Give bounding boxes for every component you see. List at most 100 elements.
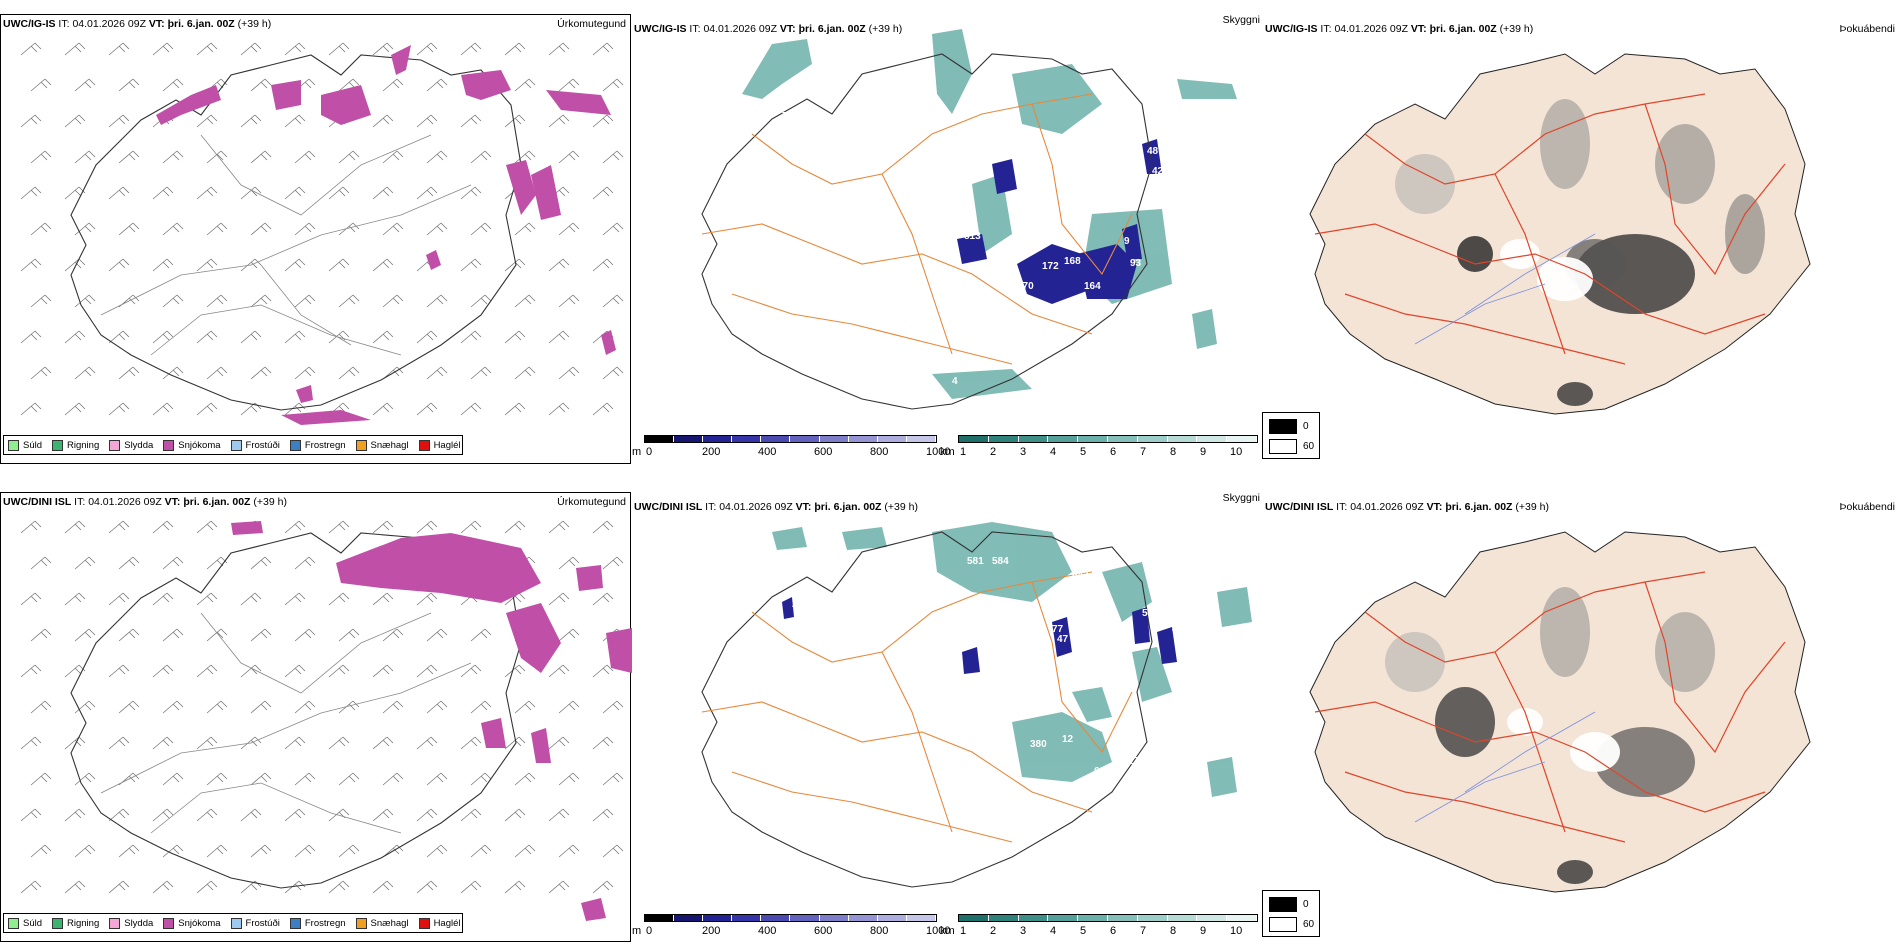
wind-barb — [558, 556, 580, 570]
ceiling-value-label: 19 — [942, 864, 954, 875]
colorbar-segment — [790, 915, 820, 921]
colorbar-segment — [906, 915, 936, 921]
wind-barb — [460, 330, 482, 344]
wind-barb — [602, 294, 624, 308]
wind-barb — [162, 222, 184, 236]
wind-barb — [548, 808, 570, 822]
colorbar-segment — [674, 436, 704, 442]
colorbar-tick-label: 0 — [646, 446, 653, 458]
wind-barb — [108, 258, 130, 272]
wind-barb — [250, 150, 272, 164]
wind-barb — [382, 78, 404, 92]
fog-legend-row2: 0 60 — [1262, 890, 1320, 937]
colorbar-tick-label: 8 — [1170, 925, 1177, 937]
colorbar-tick-label: 8 — [1170, 446, 1177, 458]
wind-barb — [196, 258, 218, 272]
wind-barb — [108, 42, 130, 56]
wind-barb — [372, 42, 394, 56]
iceland-outline — [70, 532, 522, 889]
colorbar-tick-label: 4 — [1050, 446, 1057, 458]
wind-barb — [30, 556, 52, 570]
wind-barb — [416, 114, 438, 128]
colorbar-segment — [1197, 436, 1228, 442]
wind-barb — [162, 700, 184, 714]
wind-barb — [294, 150, 316, 164]
colorbar-segment — [959, 436, 989, 442]
wind-barb — [294, 844, 316, 858]
legend-item: Snjókoma — [163, 917, 221, 929]
wind-barb — [470, 366, 492, 380]
wind-barb — [294, 366, 316, 380]
legend-swatch — [109, 439, 121, 451]
wind-barb — [514, 78, 536, 92]
colorbar-segment — [1137, 436, 1168, 442]
precip-legend-row2: Súld Rigning Slydda Snjókoma Frostúði Fr… — [3, 913, 463, 933]
wind-barb — [592, 592, 614, 606]
wind-barb — [460, 402, 482, 416]
wind-barb — [372, 114, 394, 128]
wind-barb — [338, 844, 360, 858]
colorbar-segment — [1227, 436, 1257, 442]
wind-barb — [118, 556, 140, 570]
wind-barb — [504, 808, 526, 822]
precip-map-row1 — [20, 42, 624, 425]
wind-barb — [372, 808, 394, 822]
wind-barb — [284, 42, 306, 56]
colorbar-segment — [988, 915, 1019, 921]
wind-barb — [30, 772, 52, 786]
wind-barb — [338, 150, 360, 164]
wind-barb — [284, 114, 306, 128]
wind-barb — [294, 556, 316, 570]
legend-swatch — [8, 917, 19, 929]
wind-barb — [250, 294, 272, 308]
colorbar-tick-label: 600 — [814, 925, 833, 937]
colorbar-tick-label: 9 — [1200, 446, 1207, 458]
wind-barb — [250, 366, 272, 380]
fog-panel-row2: Þokuábendi UWC/DINI ISL IT: 04.01.2026 0… — [1265, 492, 1900, 942]
wind-barb — [504, 664, 526, 678]
precip-map-row2 — [20, 520, 632, 921]
wind-barb — [206, 700, 228, 714]
fog-legend-row: 60 — [1269, 917, 1314, 932]
wind-barb — [602, 222, 624, 236]
ceiling-labels: 727 148 74 4 813 703 870 172 168 164 939 425 31 6 48 4 — [782, 111, 1178, 387]
iceland-outline — [701, 53, 1153, 410]
colorbar-tick-label: 400 — [758, 446, 777, 458]
wind-barb — [20, 402, 42, 416]
colorbar-tick-label: 2 — [990, 925, 997, 937]
wind-barb — [20, 258, 42, 272]
legend-item: Rigning — [52, 917, 99, 929]
iceland-outline — [701, 531, 1153, 888]
legend-item: Slydda — [109, 439, 153, 451]
colorbar-tick-label: 5 — [1080, 446, 1087, 458]
wind-barb — [470, 150, 492, 164]
colorbar-segment — [703, 915, 733, 921]
wind-barb — [152, 520, 174, 534]
ceiling-value-label: 58 — [1142, 608, 1154, 619]
ceiling-colorbar-row2: m 0 200 400 600 800 1000 — [632, 914, 950, 938]
wind-barb — [602, 844, 624, 858]
wind-barb — [108, 186, 130, 200]
wind-barb — [382, 772, 404, 786]
wind-barb — [514, 222, 536, 236]
ceiling-value-label: 31 — [1157, 191, 1169, 202]
colorbar-segment — [819, 915, 849, 921]
wind-barb — [592, 186, 614, 200]
ceiling-value-label: 2 — [792, 599, 798, 610]
rivers — [1414, 233, 1596, 345]
wind-barb — [20, 736, 42, 750]
wind-barb — [74, 366, 96, 380]
legend-item: Súld — [8, 917, 42, 929]
roads — [100, 612, 472, 834]
ceiling-value-label: 581 — [967, 556, 984, 567]
precip-panel-row1: UWC/IG-IS IT: 04.01.2026 09Z VT: þri. 6.… — [0, 14, 631, 464]
wind-barb — [602, 150, 624, 164]
wind-barb — [74, 844, 96, 858]
wind-barb — [30, 294, 52, 308]
wind-barb — [152, 808, 174, 822]
colorbar-tick-label: 5 — [1080, 925, 1087, 937]
legend-swatch — [52, 439, 64, 451]
wind-barb — [74, 772, 96, 786]
ceiling-colorbar-swatches — [644, 914, 937, 922]
colorbar-tick-label: 200 — [702, 925, 721, 937]
